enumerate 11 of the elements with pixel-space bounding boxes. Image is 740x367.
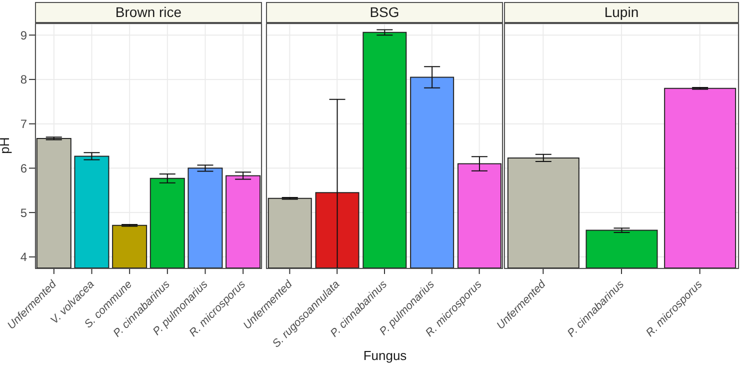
y-tick-label: 9: [20, 28, 28, 42]
y-tick-label: 4: [20, 250, 28, 264]
chart-title: BSG: [266, 2, 503, 23]
x-axis-title: Fungus: [363, 348, 407, 363]
chart-title: Lupin: [504, 2, 739, 23]
y-tick-label: 6: [20, 161, 28, 176]
y-tick-label: 7: [20, 117, 28, 132]
y-tick-label: 8: [20, 72, 28, 87]
y-tick-label: 5: [20, 206, 28, 220]
y-axis-title: pH: [0, 137, 12, 154]
chart-title: Brown rice: [35, 2, 262, 23]
